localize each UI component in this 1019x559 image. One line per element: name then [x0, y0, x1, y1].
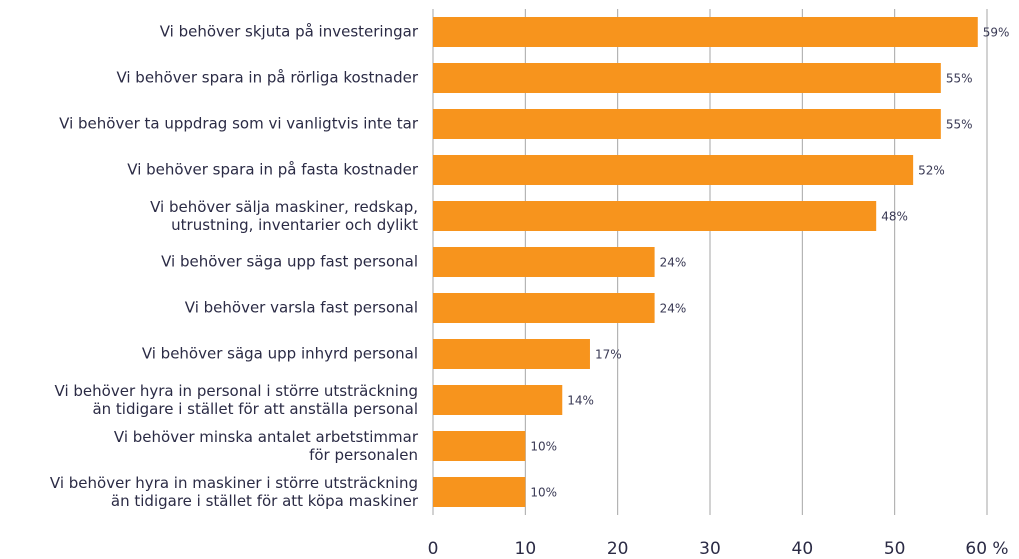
y-tick-label: Vi behöver spara in på rörliga kostnader: [116, 69, 418, 87]
value-label: 52%: [918, 164, 945, 178]
bar: [433, 339, 590, 369]
x-tick-label: 0: [428, 539, 439, 559]
x-tick-label: 50: [884, 539, 906, 559]
y-tick-label: Vi behöver hyra in personal i större uts…: [55, 382, 418, 418]
value-label: 24%: [660, 302, 687, 316]
y-tick-label: Vi behöver spara in på fasta kostnader: [127, 161, 419, 179]
x-tick-label: 20: [607, 539, 629, 559]
value-label: 55%: [946, 118, 973, 132]
y-tick-label: Vi behöver säga upp inhyrd personal: [142, 345, 418, 363]
y-tick-label: Vi behöver sälja maskiner, redskap, utrus…: [150, 198, 418, 234]
x-tick-label: 40: [792, 539, 814, 559]
value-label: 14%: [567, 394, 594, 408]
bar: [433, 431, 526, 461]
bar: [433, 17, 978, 47]
x-tick-label: 30: [699, 539, 721, 559]
y-tick-label: Vi behöver hyra in maskiner i större uts…: [50, 474, 419, 510]
value-label: 59%: [983, 26, 1010, 40]
y-tick-label: Vi behöver varsla fast personal: [185, 299, 418, 317]
y-tick-label: Vi behöver ta uppdrag som vi vanligtvis …: [59, 115, 419, 133]
bar: [433, 155, 914, 185]
y-tick-label: Vi behöver minska antalet arbetstimmar fö…: [114, 428, 419, 464]
bar: [433, 109, 941, 139]
bar: [433, 477, 526, 507]
y-tick-label: Vi behöver skjuta på investeringar: [160, 23, 419, 41]
value-label: 55%: [946, 72, 973, 86]
value-label: 17%: [595, 348, 622, 362]
bar: [433, 201, 877, 231]
value-label: 10%: [530, 440, 557, 454]
value-label: 24%: [660, 256, 687, 270]
x-tick-label: 60 %: [965, 539, 1008, 559]
y-tick-label: Vi behöver säga upp fast personal: [161, 253, 418, 271]
bar: [433, 293, 655, 323]
value-label: 48%: [881, 210, 908, 224]
x-tick-label: 10: [515, 539, 537, 559]
value-label: 10%: [530, 486, 557, 500]
bar: [433, 247, 655, 277]
bar: [433, 385, 563, 415]
bar: [433, 63, 941, 93]
